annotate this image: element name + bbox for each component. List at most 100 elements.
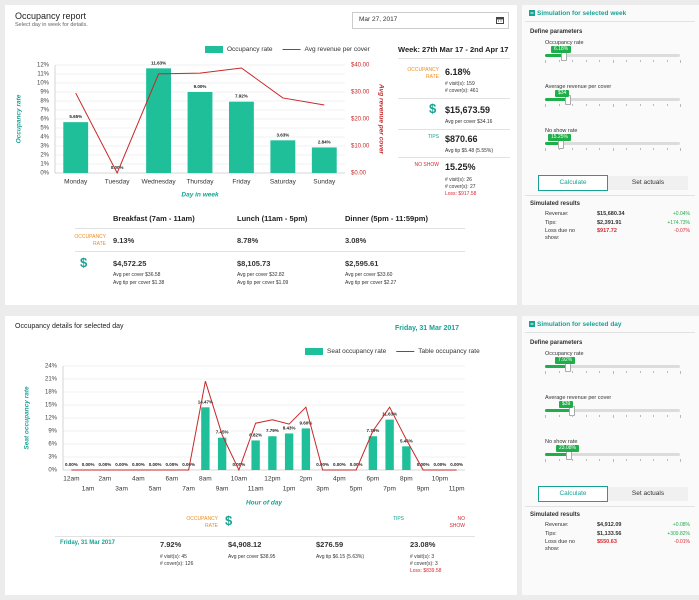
slider-track[interactable] bbox=[545, 139, 680, 149]
result-label: Revenue: bbox=[545, 522, 569, 528]
value-label: 0.00% bbox=[132, 462, 145, 467]
bar bbox=[402, 446, 411, 470]
slider-tick bbox=[680, 104, 681, 107]
calculate-button[interactable]: Calculate bbox=[538, 486, 608, 502]
slider-tick bbox=[572, 371, 573, 373]
bar bbox=[311, 147, 337, 173]
detail: # visit(s): 3 bbox=[410, 554, 435, 560]
legend-swatch bbox=[205, 46, 223, 53]
set-actuals-button[interactable]: Set actuals bbox=[608, 176, 688, 190]
slider-tick bbox=[558, 148, 560, 150]
slider-tick bbox=[545, 60, 546, 63]
slider-tick bbox=[572, 104, 573, 106]
detail: # cover(s): 3 bbox=[410, 561, 438, 567]
slider-tick bbox=[680, 415, 681, 418]
slider-track[interactable] bbox=[545, 406, 680, 416]
x-tick-label: 7pm bbox=[383, 486, 396, 493]
slider-fill bbox=[545, 453, 568, 456]
y-tick-label: 12% bbox=[45, 416, 58, 422]
slider-tick bbox=[626, 60, 627, 62]
slider-tick bbox=[680, 371, 681, 374]
report-subtitle: Select day in week for details. bbox=[15, 22, 88, 28]
divider bbox=[398, 129, 510, 130]
slider-tick bbox=[680, 148, 681, 151]
slider-tick bbox=[653, 371, 654, 373]
slider-tick bbox=[558, 104, 560, 106]
bar bbox=[251, 440, 260, 470]
value-label: 0.00% bbox=[433, 462, 446, 467]
slider-tick bbox=[639, 60, 641, 62]
table-cell: Avg tip per cover $1.38 bbox=[113, 280, 165, 286]
value-label: 0.00% bbox=[450, 462, 463, 467]
slider-tick bbox=[680, 60, 681, 63]
day-date: Friday, 31 Mar 2017 bbox=[60, 540, 115, 546]
result-change: +0.04% bbox=[672, 211, 690, 217]
slider-tick bbox=[666, 60, 668, 62]
x-tick-label: 3pm bbox=[316, 486, 329, 493]
x-tick-label: Thursday bbox=[186, 179, 214, 186]
x-tick-label: 12pm bbox=[264, 476, 280, 483]
y-tick-label: 24% bbox=[45, 364, 58, 370]
x-tick-label: 4am bbox=[132, 476, 145, 483]
slider-track[interactable] bbox=[545, 362, 680, 372]
revenue-icon: $ bbox=[80, 255, 88, 270]
slider-tick bbox=[599, 148, 600, 150]
slider-tick bbox=[626, 148, 627, 150]
result-value: $1,133.56 bbox=[597, 530, 622, 537]
value-label: 0.00% bbox=[115, 462, 128, 467]
slider-tick bbox=[545, 371, 546, 374]
legend-label: Table occupancy rate bbox=[418, 348, 480, 355]
bar bbox=[63, 122, 89, 173]
divider bbox=[525, 332, 695, 333]
bar bbox=[385, 419, 394, 470]
result-change: +0.08% bbox=[672, 522, 690, 528]
params-title: Define parameters bbox=[530, 29, 583, 35]
tips-label: TIPS bbox=[427, 134, 439, 140]
x-tick-label: 3am bbox=[115, 486, 128, 493]
y-tick-label: 1% bbox=[40, 162, 49, 168]
x-axis-title: Day in week bbox=[181, 192, 219, 199]
slider-track[interactable] bbox=[545, 450, 680, 460]
slider-track[interactable] bbox=[545, 51, 680, 61]
report-title: Occupancy report bbox=[15, 11, 87, 21]
y-tick-label: 6% bbox=[40, 117, 49, 123]
y2-tick-label: $0.00 bbox=[351, 171, 367, 177]
result-change: +309.82% bbox=[667, 530, 690, 537]
slider-tick bbox=[585, 60, 587, 62]
slider-tick bbox=[626, 415, 627, 417]
calculate-button[interactable]: Calculate bbox=[538, 175, 608, 191]
divider bbox=[398, 98, 510, 99]
x-tick-label: 1am bbox=[82, 486, 95, 493]
x-tick-label: 5pm bbox=[350, 486, 363, 493]
slider-tick bbox=[558, 371, 560, 373]
set-actuals-button[interactable]: Set actuals bbox=[608, 487, 688, 501]
slider-tick bbox=[653, 148, 654, 150]
divider bbox=[75, 251, 465, 252]
slider-tick bbox=[612, 371, 614, 374]
slider-tick bbox=[666, 415, 668, 417]
no-show-value: 15.25% bbox=[445, 162, 476, 172]
table-cell: $2,595.61 bbox=[345, 259, 379, 268]
table-cell: 8.78% bbox=[237, 236, 259, 245]
slider-fill bbox=[545, 98, 567, 101]
value-label: 7.45% bbox=[216, 430, 229, 435]
x-tick-label: 9am bbox=[216, 486, 229, 493]
date-input[interactable]: Mar 27, 2017 bbox=[352, 12, 509, 29]
value-label: 6.82% bbox=[249, 432, 262, 437]
occupancy-label: OCCUPANCY RATE bbox=[74, 234, 106, 247]
sim-title: Simulation for selected day bbox=[537, 321, 622, 328]
table-cell: 3.08% bbox=[345, 236, 367, 245]
x-tick-label: 11pm bbox=[449, 486, 465, 493]
bar bbox=[270, 140, 296, 173]
slider-tick bbox=[599, 60, 600, 62]
bar bbox=[217, 437, 227, 470]
weekly-chart: 0% 1% 2% 3% 4% 5% 6% 7% 8% 9% 10% 11% 12% $0.00 $10.00… bbox=[16, 46, 384, 199]
calendar-icon[interactable] bbox=[496, 16, 504, 24]
divider bbox=[525, 506, 695, 507]
y-tick-label: 6% bbox=[48, 442, 57, 448]
y2-tick-label: $30.00 bbox=[351, 90, 370, 96]
x-tick-label: Sunday bbox=[313, 179, 336, 186]
slider-track[interactable] bbox=[545, 95, 680, 105]
result-value: $917.72 bbox=[597, 228, 617, 234]
param-value: 6.18% bbox=[551, 46, 572, 53]
